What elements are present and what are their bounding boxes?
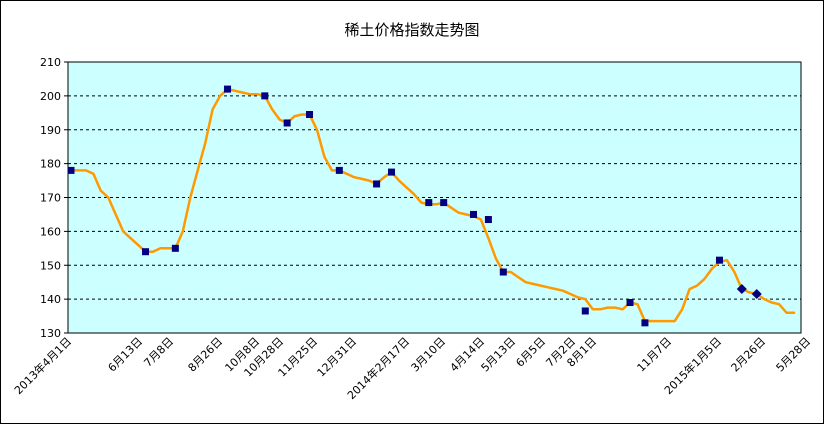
ytick-label: 170 [40, 192, 61, 205]
data-point [171, 244, 179, 252]
data-point [335, 166, 343, 174]
xtick-label: 2013年4月1日 [11, 334, 74, 397]
data-point [283, 119, 291, 127]
series-price-index [69, 87, 796, 323]
xtick-label: 2月26日 [729, 335, 769, 375]
data-point [261, 92, 269, 100]
xtick-label: 5月28日 [774, 335, 814, 375]
data-point [67, 166, 75, 174]
data-point [484, 216, 492, 224]
ytick-label: 150 [40, 259, 61, 272]
data-point [499, 268, 507, 276]
data-point [425, 199, 433, 207]
xtick-label: 8月26日 [186, 335, 226, 375]
xtick-label: 11月7日 [635, 335, 675, 375]
data-point [440, 199, 448, 207]
data-point [388, 168, 396, 176]
ytick-label: 140 [40, 293, 61, 306]
data-point-diamond [751, 289, 762, 300]
data-point [626, 299, 634, 307]
data-point [224, 85, 232, 93]
data-point [581, 307, 589, 315]
data-point [641, 319, 649, 327]
xtick-label: 5月13日 [479, 335, 519, 375]
ytick-label: 190 [40, 124, 61, 137]
ytick-label: 130 [40, 327, 61, 340]
xtick-label: 7月8日 [141, 335, 176, 370]
data-point [373, 180, 381, 188]
ytick-label: 160 [40, 225, 61, 238]
series-line [69, 87, 796, 323]
y-axis: 130 140 150 160 170 180 190 200 210 [40, 56, 68, 340]
xtick-label: 12月31日 [315, 335, 360, 380]
ytick-label: 210 [40, 56, 61, 69]
data-point [306, 111, 314, 119]
chart-title: 稀土价格指数走势图 [344, 21, 479, 39]
xtick-label: 6月13日 [106, 335, 146, 375]
ytick-label: 180 [40, 158, 61, 171]
data-point [469, 210, 477, 218]
data-point-diamond [736, 283, 747, 294]
xtick-label: 3月10日 [409, 335, 449, 375]
ytick-label: 200 [40, 90, 61, 103]
data-point [142, 248, 150, 256]
xtick-label: 6月5日 [513, 335, 548, 370]
data-point [715, 256, 723, 264]
data-markers [67, 85, 762, 327]
